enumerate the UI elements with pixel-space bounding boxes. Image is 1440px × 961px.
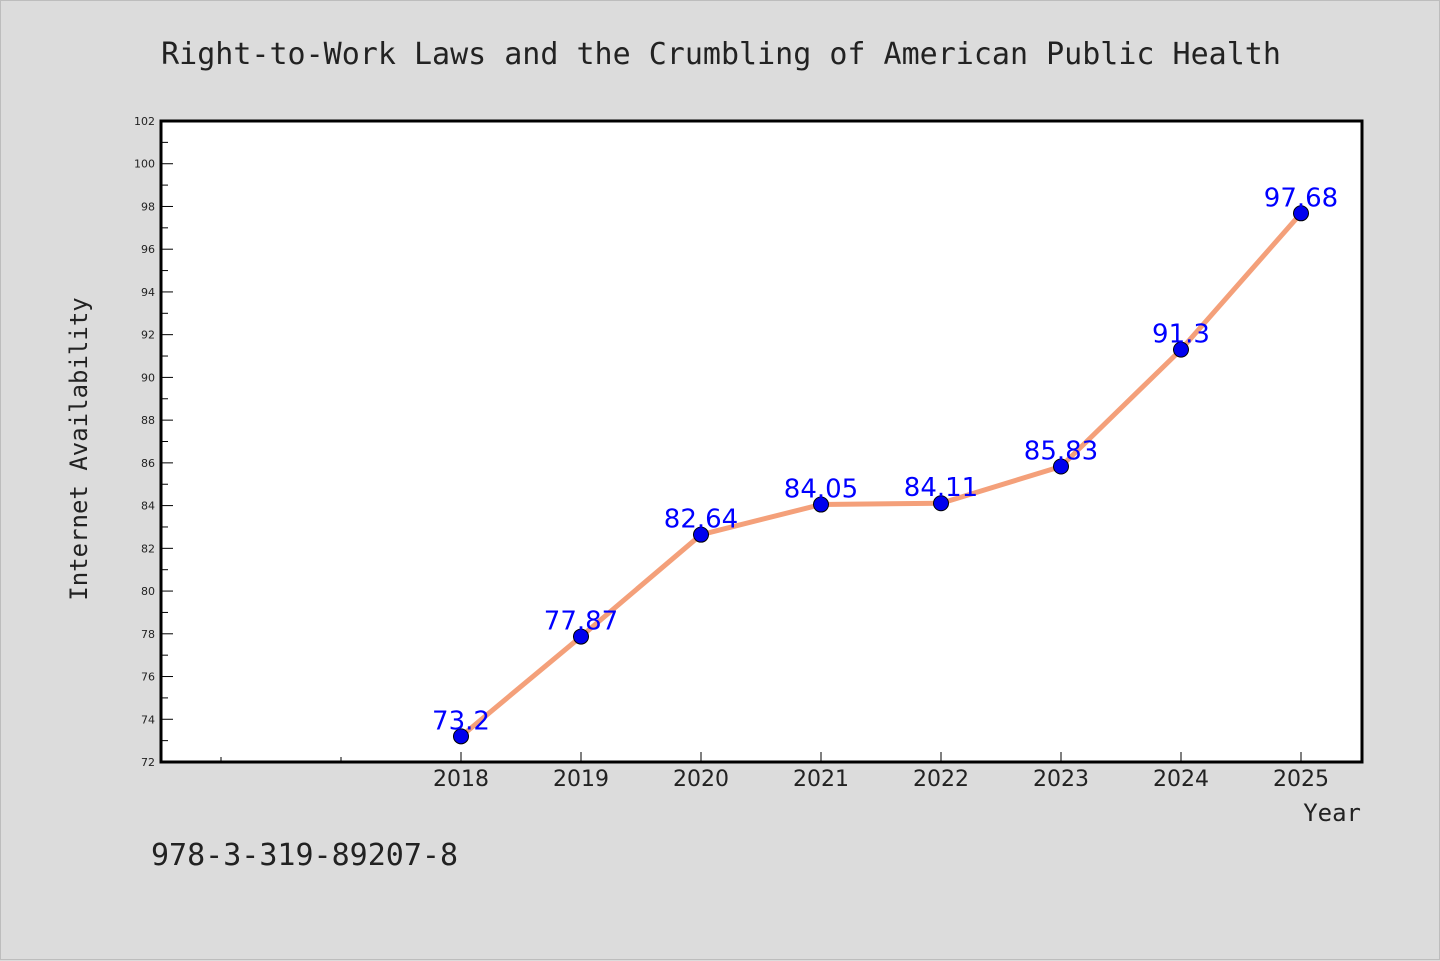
data-point: [933, 495, 949, 512]
y-tick-label: 94: [141, 286, 155, 299]
footer-code: 978-3-319-89207-8: [151, 838, 458, 873]
y-axis: 72 74 76 78 80 82 84 86 88 90 92 94 96 98 100 102: [134, 115, 173, 769]
x-tick-label: 2023: [1033, 767, 1089, 792]
data-label: 91.3: [1152, 320, 1210, 350]
data-point: [1173, 341, 1189, 358]
data-point: [453, 728, 469, 745]
data-point: [813, 496, 829, 513]
series-line: [459, 211, 1303, 739]
data-label: 77.87: [544, 607, 618, 637]
data-label: 73.2: [432, 706, 490, 736]
y-tick-label: 80: [141, 585, 155, 598]
y-tick-label: 90: [141, 371, 155, 384]
y-tick-label: 92: [141, 329, 155, 342]
y-tick-label: 72: [141, 756, 155, 769]
data-labels: 73.2 77.87 82.64 84.05 84.11 85.83 91.3 97.68: [432, 183, 1338, 736]
y-tick-label: 76: [141, 671, 155, 684]
y-tick-label: 98: [141, 200, 155, 213]
y-tick-label: 102: [134, 115, 155, 128]
y-tick-label: 96: [141, 243, 155, 256]
x-tick-label: 2019: [553, 767, 609, 792]
data-label: 82.64: [664, 505, 738, 535]
x-axis-label: Year: [1303, 799, 1361, 827]
x-tick-label: 2021: [793, 767, 849, 792]
y-tick-label: 74: [141, 713, 155, 726]
y-tick-label: 82: [141, 542, 155, 555]
x-axis: 2018 2019 2020 2021 2022 2023 2024 2025: [220, 752, 1329, 792]
data-label: 85.83: [1024, 436, 1098, 466]
series-markers: [453, 205, 1309, 745]
data-point: [1293, 205, 1309, 222]
x-tick-label: 2018: [433, 767, 489, 792]
data-label: 84.11: [904, 473, 978, 503]
y-tick-label: 100: [134, 158, 155, 171]
data-point: [1053, 458, 1069, 475]
y-axis-label: Internet Availability: [65, 297, 93, 600]
data-label: 84.05: [784, 475, 858, 505]
plot-frame: [159, 119, 1364, 764]
y-tick-label: 88: [141, 414, 155, 427]
x-tick-label: 2022: [913, 767, 969, 792]
plot-area: [161, 121, 1362, 762]
x-tick-label: 2024: [1153, 767, 1209, 792]
chart-title: Right-to-Work Laws and the Crumbling of …: [161, 37, 1281, 72]
x-tick-label: 2020: [673, 767, 729, 792]
y-tick-label: 84: [141, 500, 155, 513]
y-tick-label: 78: [141, 628, 155, 641]
data-point: [693, 526, 709, 543]
y-tick-label: 86: [141, 457, 155, 470]
data-point: [573, 628, 589, 645]
data-label: 97.68: [1264, 183, 1338, 213]
x-tick-label: 2025: [1273, 767, 1329, 792]
